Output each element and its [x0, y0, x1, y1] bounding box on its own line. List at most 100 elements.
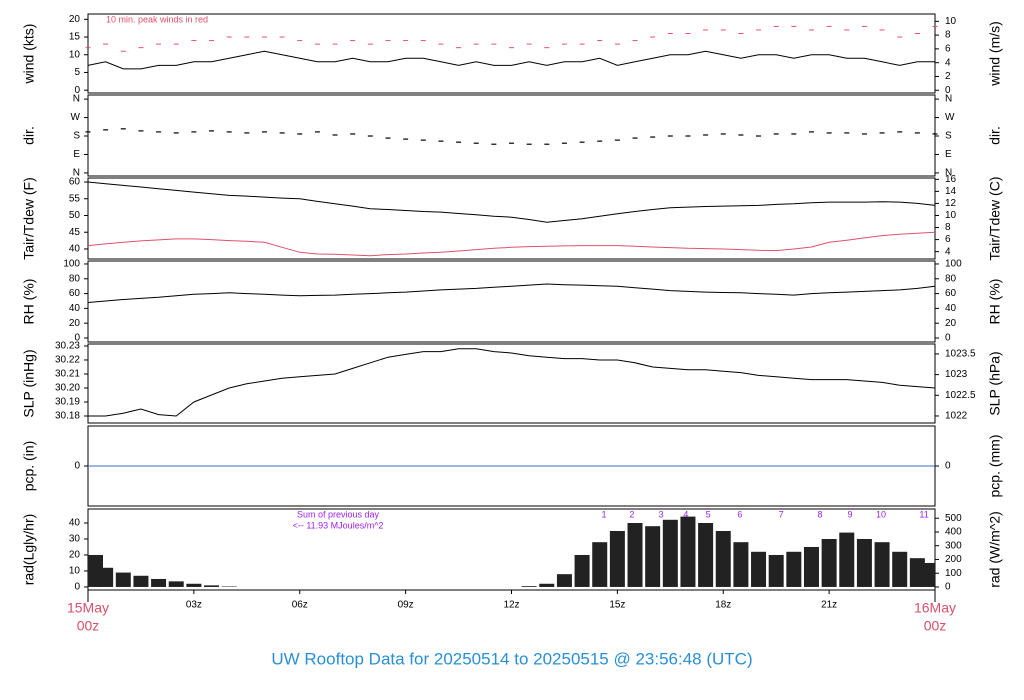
y-tick-label: 20 — [69, 14, 81, 25]
y-tick-label: S — [73, 131, 80, 142]
y-axis-title: SLP (inHg) — [21, 349, 37, 417]
hour-mark: 4 — [683, 509, 688, 519]
y2-tick-label: 8 — [945, 30, 951, 41]
bar — [204, 585, 220, 587]
bar — [920, 562, 935, 587]
y2-tick-label: N — [945, 94, 952, 105]
y2-axis-title: wind (m/s) — [987, 21, 1003, 87]
y2-axis-title: SLP (hPa) — [987, 351, 1003, 415]
y-tick-label: 30.19 — [55, 397, 80, 408]
y-tick-label: N — [73, 168, 80, 179]
y-tick-label: 100 — [63, 259, 80, 270]
bar — [874, 542, 890, 587]
y2-tick-label: 10 — [945, 16, 957, 27]
x-tick-label: 12z — [503, 600, 519, 611]
y-axis-title: Tair/Tdew (F) — [21, 177, 37, 259]
hour-mark: 9 — [847, 509, 852, 519]
panel-frame — [87, 13, 936, 94]
y-axis-title: pcp. (in) — [21, 441, 37, 492]
y2-tick-label: 6 — [945, 234, 951, 245]
y2-axis-title: dir. — [987, 126, 1003, 145]
y2-tick-label: 8 — [945, 222, 951, 233]
bar — [186, 583, 202, 587]
y2-tick-label: 4 — [945, 246, 951, 257]
y-tick-label: 0 — [74, 85, 80, 96]
y2-tick-label: 1023.5 — [945, 349, 976, 360]
bar — [856, 538, 872, 587]
y2-tick-label: 1022.5 — [945, 390, 976, 401]
y-tick-label: 50 — [69, 210, 81, 221]
hour-mark: 5 — [706, 509, 711, 519]
y-tick-label: 10 — [69, 49, 81, 60]
y-tick-label: 20 — [69, 318, 81, 329]
series-line — [87, 231, 936, 257]
y2-tick-label: 400 — [945, 527, 962, 538]
bar — [627, 522, 643, 587]
y2-tick-label: 6 — [945, 44, 951, 55]
bar — [521, 586, 537, 587]
annotation: Sum of previous day — [297, 509, 380, 519]
y2-tick-label: 1022 — [945, 411, 968, 422]
y-tick-label: 40 — [69, 303, 81, 314]
hour-mark: 2 — [629, 509, 634, 519]
y-tick-label: 80 — [69, 273, 81, 284]
y-tick-label: 0 — [74, 333, 80, 344]
y-tick-label: 30 — [69, 534, 81, 545]
y-tick-label: 30.22 — [55, 355, 80, 366]
y2-tick-label: 0 — [945, 333, 951, 344]
y2-tick-label: 2 — [945, 71, 951, 82]
bar — [168, 581, 184, 587]
bar — [574, 554, 590, 587]
y-axis-title: RH (%) — [21, 279, 37, 325]
y2-tick-label: 10 — [945, 210, 957, 221]
y2-tick-label: 0 — [945, 582, 951, 593]
bar — [803, 546, 819, 587]
y2-tick-label: 40 — [945, 303, 957, 314]
annotation: 10 min. peak winds in red — [106, 14, 208, 24]
y2-tick-label: 200 — [945, 554, 962, 565]
hour-mark: 8 — [817, 509, 822, 519]
bar — [698, 522, 714, 587]
hour-mark: 10 — [876, 509, 886, 519]
y2-tick-label: 0 — [945, 461, 951, 472]
y2-tick-label: 0 — [945, 85, 951, 96]
bar — [733, 542, 749, 587]
y2-tick-label: 300 — [945, 540, 962, 551]
bar — [751, 551, 767, 587]
y2-tick-label: 16 — [945, 174, 957, 185]
y-tick-label: 10 — [69, 566, 81, 577]
x-tick-label: 03z — [186, 600, 202, 611]
panel-frame — [87, 343, 936, 424]
y-tick-label: 0 — [74, 461, 80, 472]
y-tick-label: 30.21 — [55, 369, 80, 380]
series-line — [87, 50, 935, 70]
bar — [645, 526, 661, 587]
series-line — [87, 283, 936, 303]
y2-axis-title: rad (W/m^2) — [987, 511, 1003, 588]
y-tick-label: 30.18 — [55, 411, 80, 422]
y2-tick-label: 100 — [945, 568, 962, 579]
bar — [115, 572, 131, 587]
x-tick-label: 06z — [292, 600, 308, 611]
y2-axis-title: pcp. (mm) — [987, 435, 1003, 498]
y2-tick-label: 12 — [945, 198, 957, 209]
y2-tick-label: 1023 — [945, 369, 968, 380]
series-line — [88, 348, 936, 417]
bar — [892, 551, 908, 587]
hour-mark: 6 — [737, 509, 742, 519]
bar — [821, 538, 837, 587]
y-tick-label: 0 — [74, 582, 80, 593]
x-tick-label: 15May — [67, 600, 109, 616]
footer-title: UW Rooftop Data for 20250514 to 20250515… — [271, 649, 752, 668]
y-tick-label: 20 — [69, 550, 81, 561]
hour-mark: 11 — [919, 509, 928, 519]
y-axis-title: wind (kts) — [21, 24, 37, 85]
hour-mark: 7 — [779, 509, 784, 519]
bar — [768, 554, 784, 587]
y-tick-label: E — [73, 149, 80, 160]
y-tick-label: 40 — [69, 244, 81, 255]
y2-axis-title: Tair/Tdew (C) — [987, 176, 1003, 260]
y2-tick-label: W — [945, 112, 955, 123]
bar — [539, 583, 555, 587]
